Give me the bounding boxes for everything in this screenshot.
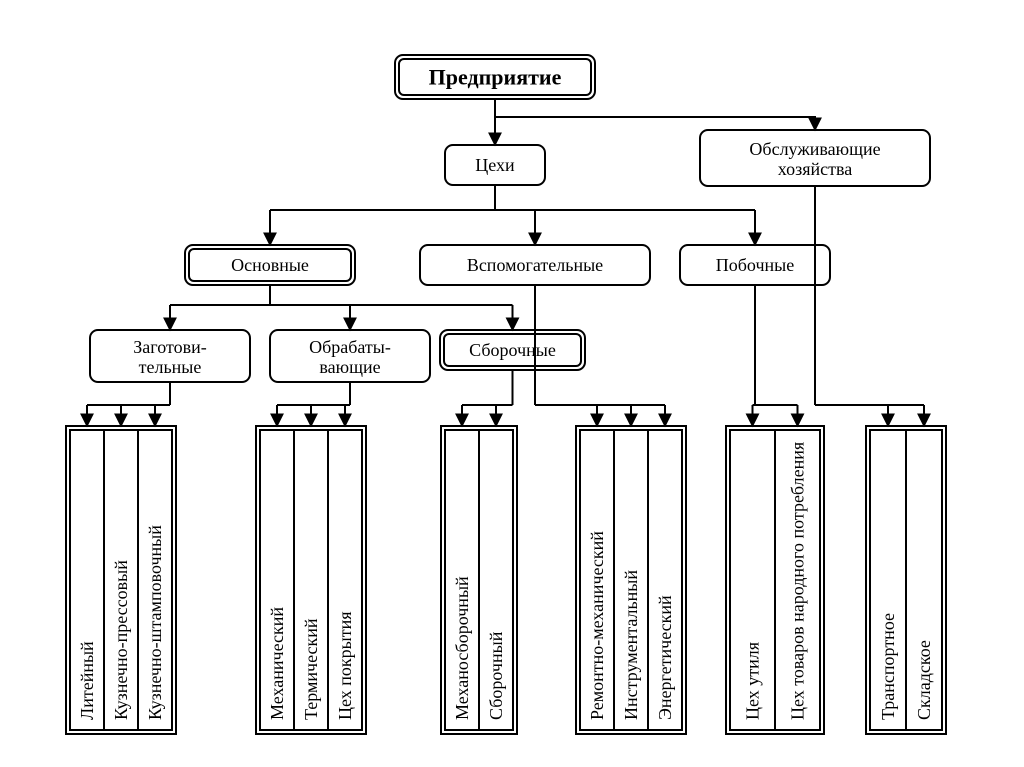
node-root: Предприятие [395, 55, 595, 99]
leaf-group-g6: Транспортное Складское [866, 426, 946, 734]
svg-text:Кузнечно-прессовый: Кузнечно-прессовый [111, 560, 131, 720]
svg-text:Обслуживающие: Обслуживающие [749, 139, 880, 159]
svg-text:Сборочные: Сборочные [469, 340, 556, 360]
svg-text:Цех покрытия: Цех покрытия [335, 611, 355, 720]
svg-text:Механический: Механический [267, 607, 287, 720]
svg-text:Заготови-: Заготови- [133, 337, 206, 357]
node-obr: Обрабаты-вающие [270, 330, 430, 382]
leaf-group-g2: Механический Термический Цех покрытия [256, 426, 366, 734]
svg-text:Термический: Термический [301, 618, 321, 720]
node-vsp: Вспомогательные [420, 245, 650, 285]
node-tsekhi: Цехи [445, 145, 545, 185]
svg-text:вающие: вающие [319, 357, 380, 377]
leaf-group-g3: Механосборочный Сборочный [441, 426, 517, 734]
svg-text:Цех утиля: Цех утиля [743, 642, 763, 720]
svg-text:Энергетический: Энергетический [655, 595, 675, 720]
svg-text:Цехи: Цехи [475, 155, 515, 175]
svg-text:Обрабаты-: Обрабаты- [309, 337, 391, 357]
edge [495, 99, 815, 130]
node-zag: Заготови-тельные [90, 330, 250, 382]
svg-text:Основные: Основные [231, 255, 309, 275]
svg-text:Сборочный: Сборочный [486, 631, 506, 720]
svg-text:Предприятие: Предприятие [429, 65, 562, 90]
svg-text:Литейный: Литейный [77, 641, 97, 720]
svg-text:Кузнечно-штамповочный: Кузнечно-штамповочный [145, 525, 165, 720]
node-osn: Основные [185, 245, 355, 285]
node-sbor: Сборочные [440, 330, 585, 370]
svg-text:Ремонтно-механический: Ремонтно-механический [587, 531, 607, 720]
leaf-group-g4: Ремонтно-механический Инструментальный Эне… [576, 426, 686, 734]
org-chart-diagram: Предприятие Цехи Обслуживающиехозяйства Осн… [0, 0, 1024, 767]
svg-text:Вспомогательные: Вспомогательные [467, 255, 603, 275]
leaf-group-g5: Цех утиля Цех товаров народного потреблен… [726, 426, 824, 734]
svg-text:Цех товаров народного потребле: Цех товаров народного потребления [788, 442, 808, 720]
svg-text:Инструментальный: Инструментальный [621, 570, 641, 720]
svg-text:Побочные: Побочные [716, 255, 794, 275]
svg-text:Транспортное: Транспортное [878, 613, 898, 720]
svg-text:Механосборочный: Механосборочный [452, 576, 472, 720]
svg-text:хозяйства: хозяйства [778, 159, 852, 179]
node-pob: Побочные [680, 245, 830, 285]
node-serv: Обслуживающиехозяйства [700, 130, 930, 186]
svg-text:Складское: Складское [914, 640, 934, 720]
svg-text:тельные: тельные [139, 357, 202, 377]
leaf-group-g1: Литейный Кузнечно-прессовый Кузнечно-штамп… [66, 426, 176, 734]
